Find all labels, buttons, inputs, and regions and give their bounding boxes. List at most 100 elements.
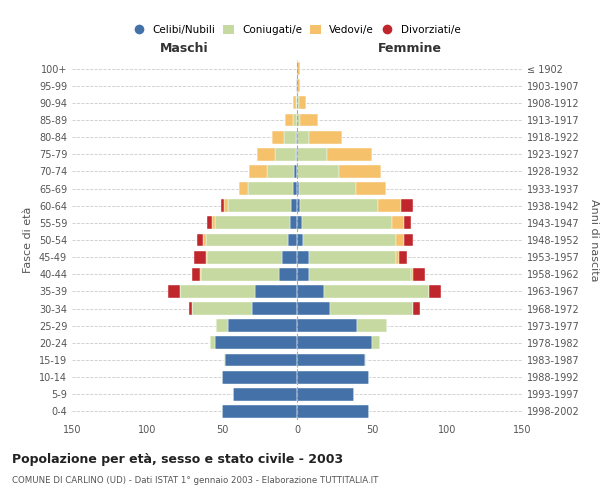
Bar <box>297 250 309 264</box>
Bar <box>293 96 296 110</box>
Bar <box>225 354 297 366</box>
Bar <box>309 268 411 280</box>
Bar <box>300 200 378 212</box>
Bar <box>297 234 303 246</box>
Bar <box>223 354 225 366</box>
Bar <box>293 114 297 126</box>
Bar <box>221 200 223 212</box>
Bar <box>252 302 297 315</box>
Bar <box>299 96 306 110</box>
Bar <box>413 302 420 315</box>
Bar <box>324 285 429 298</box>
Bar <box>327 148 372 160</box>
Bar <box>201 268 279 280</box>
Bar <box>180 285 255 298</box>
Bar <box>355 182 386 195</box>
Bar <box>255 285 297 298</box>
Bar <box>282 250 297 264</box>
Bar <box>303 234 396 246</box>
Bar <box>210 336 215 349</box>
Text: Femmine: Femmine <box>377 42 442 55</box>
Bar <box>193 250 205 264</box>
Bar <box>309 250 396 264</box>
Bar <box>365 354 366 366</box>
Bar <box>339 165 381 178</box>
Bar <box>297 354 365 366</box>
Bar <box>271 130 284 143</box>
Bar <box>372 336 380 349</box>
Bar <box>297 200 300 212</box>
Bar <box>248 182 293 195</box>
Bar <box>297 114 300 126</box>
Bar <box>288 234 297 246</box>
Bar <box>297 80 300 92</box>
Bar <box>296 130 297 143</box>
Bar <box>207 250 282 264</box>
Bar <box>297 130 309 143</box>
Bar <box>285 114 293 126</box>
Bar <box>297 370 369 384</box>
Bar <box>297 302 330 315</box>
Bar <box>249 165 267 178</box>
Bar <box>297 62 300 75</box>
Bar <box>215 336 297 349</box>
Bar <box>392 216 404 230</box>
Bar <box>330 302 413 315</box>
Bar <box>413 268 425 280</box>
Bar <box>197 234 203 246</box>
Bar <box>297 320 357 332</box>
Bar <box>279 268 297 280</box>
Bar <box>378 200 401 212</box>
Bar <box>275 148 296 160</box>
Bar <box>192 302 252 315</box>
Bar <box>296 96 297 110</box>
Bar <box>257 148 275 160</box>
Bar <box>222 370 297 384</box>
Bar <box>297 96 299 110</box>
Bar <box>205 234 288 246</box>
Bar <box>189 302 192 315</box>
Bar <box>297 268 309 280</box>
Bar <box>192 268 199 280</box>
Text: Maschi: Maschi <box>160 42 209 55</box>
Bar <box>297 388 354 400</box>
Bar <box>396 250 399 264</box>
Bar <box>205 250 207 264</box>
Bar <box>222 405 297 418</box>
Bar <box>215 216 290 230</box>
Bar <box>300 114 318 126</box>
Bar <box>299 182 355 195</box>
Bar <box>297 405 369 418</box>
Bar <box>233 388 297 400</box>
Bar <box>429 285 441 298</box>
Bar <box>216 320 228 332</box>
Bar <box>223 200 228 212</box>
Bar <box>297 285 324 298</box>
Bar <box>297 336 372 349</box>
Bar <box>411 268 413 280</box>
Bar <box>297 165 339 178</box>
Bar <box>297 148 327 160</box>
Bar <box>396 234 404 246</box>
Bar <box>399 250 407 264</box>
Bar <box>228 200 291 212</box>
Bar <box>404 234 413 246</box>
Bar <box>290 216 297 230</box>
Y-axis label: Fasce di età: Fasce di età <box>23 207 33 273</box>
Bar <box>293 182 297 195</box>
Bar <box>199 268 201 280</box>
Bar <box>291 200 297 212</box>
Bar <box>296 148 297 160</box>
Bar <box>294 165 297 178</box>
Legend: Celibi/Nubili, Coniugati/e, Vedovi/e, Divorziati/e: Celibi/Nubili, Coniugati/e, Vedovi/e, Di… <box>130 22 464 38</box>
Bar <box>357 320 387 332</box>
Bar <box>239 182 248 195</box>
Bar <box>212 216 215 230</box>
Bar <box>284 130 296 143</box>
Bar <box>309 130 342 143</box>
Bar <box>302 216 392 230</box>
Bar <box>297 216 302 230</box>
Y-axis label: Anni di nascita: Anni di nascita <box>589 198 599 281</box>
Bar <box>267 165 294 178</box>
Bar <box>168 285 180 298</box>
